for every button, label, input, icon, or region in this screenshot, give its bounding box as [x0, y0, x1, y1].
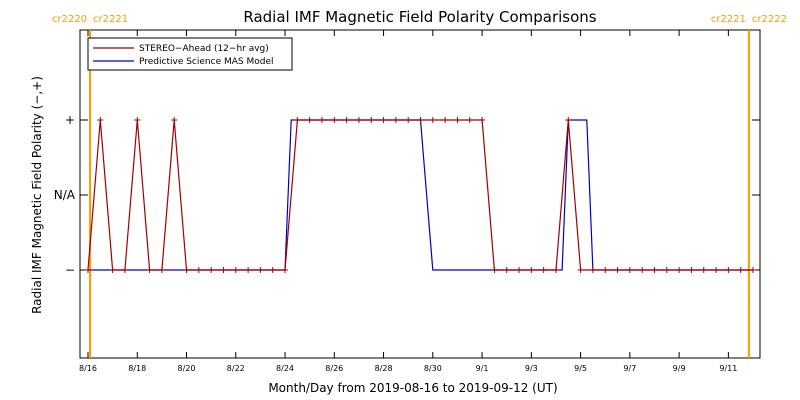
- data-point-stereo-ahead: [121, 267, 128, 273]
- x-tick-label: 9/9: [673, 364, 686, 373]
- data-point-stereo-ahead: [245, 267, 252, 273]
- plot-frame: [79, 29, 761, 359]
- series-line-mas-model: [88, 119, 753, 271]
- series-line-stereo-ahead: [87, 119, 753, 271]
- data-point-stereo-ahead: [208, 267, 215, 273]
- data-point-stereo-ahead: [392, 117, 399, 123]
- data-point-stereo-ahead: [626, 267, 633, 273]
- carrington-label-left: cr2221: [711, 14, 746, 25]
- data-point-stereo-ahead: [528, 267, 535, 273]
- data-point-stereo-ahead: [602, 267, 609, 273]
- data-point-stereo-ahead: [146, 267, 153, 273]
- data-point-stereo-ahead: [713, 267, 720, 273]
- x-tick-label: 8/18: [128, 364, 146, 373]
- data-point-stereo-ahead: [688, 267, 695, 273]
- data-point-stereo-ahead: [368, 117, 375, 123]
- carrington-label-left: cr2220: [52, 14, 87, 25]
- data-point-stereo-ahead: [676, 267, 683, 273]
- data-point-stereo-ahead: [183, 267, 190, 273]
- data-point-stereo-ahead: [318, 117, 325, 123]
- x-tick-label: 9/5: [574, 364, 587, 373]
- data-point-stereo-ahead: [503, 267, 510, 273]
- x-tick-label: 8/26: [325, 364, 343, 373]
- carrington-label-right: cr2221: [93, 14, 128, 25]
- data-point-stereo-ahead: [589, 267, 596, 273]
- data-point-stereo-ahead: [737, 267, 744, 273]
- data-point-stereo-ahead: [614, 267, 621, 273]
- data-point-stereo-ahead: [516, 267, 523, 273]
- data-point-stereo-ahead: [232, 267, 239, 273]
- x-tick-label: 8/20: [178, 364, 196, 373]
- legend-label-stereo: STEREO−Ahead (12−hr avg): [139, 44, 269, 54]
- x-tick-label: 9/1: [476, 364, 489, 373]
- x-axis-label: Month/Day from 2019-08-16 to 2019-09-12 …: [268, 381, 557, 395]
- x-tick-label: 9/7: [623, 364, 636, 373]
- data-point-stereo-ahead: [429, 117, 436, 123]
- x-tick-label: 8/28: [375, 364, 393, 373]
- data-point-stereo-ahead: [380, 117, 387, 123]
- data-point-stereo-ahead: [540, 267, 547, 273]
- data-point-stereo-ahead: [417, 117, 424, 123]
- data-point-stereo-ahead: [306, 117, 313, 123]
- data-point-stereo-ahead: [466, 117, 473, 123]
- data-point-stereo-ahead: [331, 117, 338, 123]
- data-point-stereo-ahead: [454, 117, 461, 123]
- x-tick-label: 8/22: [227, 364, 245, 373]
- data-point-stereo-ahead: [479, 117, 486, 123]
- data-point-stereo-ahead: [294, 117, 301, 123]
- x-tick-label: 9/11: [719, 364, 737, 373]
- data-point-stereo-ahead: [158, 267, 165, 273]
- axes-ticks: 8/16 8/18 8/20 8/22 8/24 8/26 8/28 8/30 9/1 9/3 9/…: [54, 30, 760, 373]
- legend-label-mas: Predictive Science MAS Model: [139, 57, 274, 67]
- data-point-stereo-ahead: [195, 267, 202, 273]
- carrington-label-right: cr2222: [752, 14, 787, 25]
- data-point-stereo-ahead: [577, 267, 584, 273]
- data-series: [85, 117, 756, 273]
- data-point-stereo-ahead: [282, 267, 289, 273]
- y-axis-label: Radial IMF Magnetic Field Polarity (−,+): [30, 76, 44, 314]
- data-point-stereo-ahead: [171, 117, 178, 123]
- data-point-stereo-ahead: [220, 267, 227, 273]
- x-tick-label: 8/30: [424, 364, 442, 373]
- x-tick-label: 8/16: [79, 364, 97, 373]
- data-point-stereo-ahead: [257, 267, 264, 273]
- data-point-stereo-ahead: [343, 117, 350, 123]
- data-point-stereo-ahead: [750, 267, 756, 273]
- carrington-markers: cr2220 cr2221 cr2221 cr2222: [52, 14, 787, 358]
- x-tick-label: 8/24: [276, 364, 294, 373]
- data-point-stereo-ahead: [565, 117, 572, 123]
- data-point-stereo-ahead: [85, 267, 91, 273]
- data-point-stereo-ahead: [639, 267, 646, 273]
- y-tick-label: +: [65, 113, 75, 127]
- y-tick-label: −: [65, 263, 75, 277]
- data-point-stereo-ahead: [552, 267, 559, 273]
- data-point-stereo-ahead: [700, 267, 707, 273]
- data-point-stereo-ahead: [134, 117, 141, 123]
- data-point-stereo-ahead: [109, 267, 116, 273]
- data-point-stereo-ahead: [405, 117, 412, 123]
- data-point-stereo-ahead: [269, 267, 276, 273]
- data-point-stereo-ahead: [663, 267, 670, 273]
- data-point-stereo-ahead: [491, 267, 498, 273]
- data-point-stereo-ahead: [442, 117, 449, 123]
- y-tick-label: N/A: [54, 188, 76, 202]
- data-point-stereo-ahead: [97, 117, 104, 123]
- legend-box: [87, 37, 293, 71]
- legend: STEREO−Ahead (12−hr avg) Predictive Scie…: [87, 37, 293, 71]
- data-point-stereo-ahead: [725, 267, 732, 273]
- data-point-stereo-ahead: [355, 117, 362, 123]
- chart-title: Radial IMF Magnetic Field Polarity Compa…: [243, 8, 596, 26]
- x-tick-label: 9/3: [525, 364, 538, 373]
- data-point-stereo-ahead: [651, 267, 658, 273]
